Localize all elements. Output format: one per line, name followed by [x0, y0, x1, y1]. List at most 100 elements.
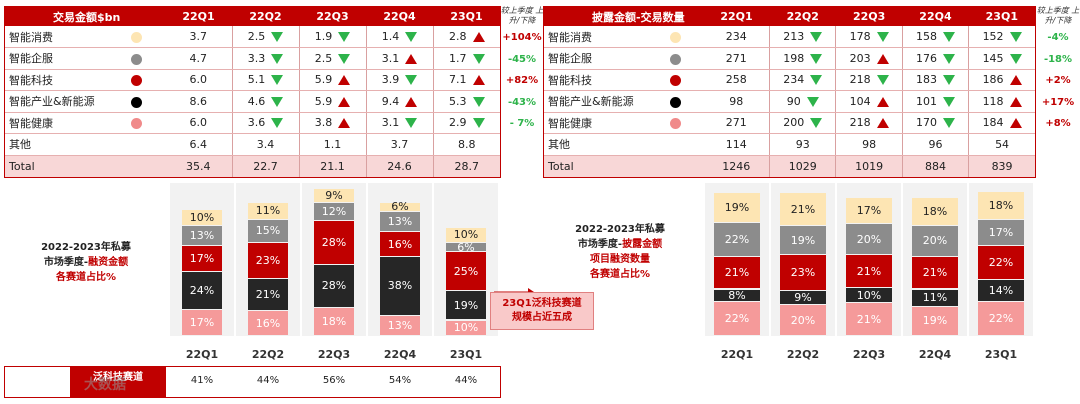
change-value: +8% [1045, 118, 1071, 129]
table-cell: 170 [901, 112, 969, 134]
arrow-down-icon [271, 118, 284, 129]
cell-value: 114 [725, 137, 747, 151]
column-header-22q2: 22Q2 [232, 7, 299, 26]
column-header-22q3: 22Q3 [835, 7, 903, 26]
table-row: 智能消费 3.7 2.5 1.9 1.4 2.8 [5, 26, 500, 48]
table-cell: 3.4 [231, 133, 299, 156]
change-value: +17% [1041, 96, 1075, 108]
data-label: 20% [790, 313, 816, 327]
table-cell: 1.7 [432, 47, 500, 70]
bar-segment: 23% [780, 255, 826, 291]
table-cell: 118 [968, 90, 1035, 113]
column-header-22q4: 22Q4 [366, 7, 433, 26]
arrow-up-icon [472, 32, 485, 42]
left-table: 交易金额$bn 22Q1 22Q2 22Q3 22Q4 23Q1 智能消费 3.7 2.5 1.… [5, 7, 500, 177]
data-label: 15% [255, 224, 281, 238]
arrow-down-icon [338, 53, 351, 64]
cell-value: 3.1 [381, 116, 400, 130]
arrow-down-icon [810, 118, 823, 129]
row-label: 智能科技 [548, 73, 592, 87]
table-cell: 101 [901, 90, 969, 113]
cell-value: 118 [982, 94, 1004, 108]
cell-value: 4.7 [189, 51, 208, 65]
change-value: +82% [505, 75, 539, 86]
right-table: 披露金额-交易数量 22Q1 22Q2 22Q3 22Q4 23Q1 智能消费 234 213… [544, 7, 1035, 177]
row-label: 其他 [9, 138, 31, 152]
table-cell: 203 [835, 47, 903, 70]
arrow-down-icon [876, 32, 889, 42]
table-cell: 3.6 [231, 112, 299, 134]
bar-segment: 23% [248, 243, 288, 278]
pan-row-value: 44% [256, 375, 280, 386]
data-label: 28% [321, 279, 347, 293]
change-value: +104% [502, 32, 542, 43]
table-cell: 104 [835, 90, 903, 113]
table-cell: 4.6 [231, 90, 299, 113]
table-cell: 1019 [835, 155, 903, 177]
table-cell: 1246 [703, 155, 770, 177]
left-change-header: 较上季度 上升/下降 [500, 6, 544, 25]
cell-value: 884 [924, 159, 946, 173]
bar-segment: 19% [780, 225, 826, 255]
data-label: 24% [189, 284, 215, 298]
cell-value: 3.4 [256, 137, 275, 151]
table-cell: 7.1 [432, 69, 500, 91]
right-table-header: 披露金额-交易数量 22Q1 22Q2 22Q3 22Q4 23Q1 [544, 7, 1035, 26]
arrow-down-icon [810, 32, 823, 42]
bar-segment: 16% [380, 232, 420, 256]
cell-value: 1019 [855, 159, 884, 173]
arrow-down-icon [271, 32, 284, 42]
x-axis-label: 22Q1 [185, 348, 219, 361]
cell-value: 3.7 [189, 30, 208, 43]
table-row: 智能健康 271 200 218 170 184 [544, 112, 1035, 134]
x-axis-label: 22Q1 [720, 348, 754, 361]
x-axis-label: 22Q2 [251, 348, 285, 361]
table-cell: 152 [968, 26, 1035, 48]
cell-value: 54 [995, 137, 1010, 151]
bar-segment: 17% [846, 198, 892, 224]
bar-segment: 10% [446, 320, 486, 335]
cell-value: 2.5 [247, 30, 266, 43]
cell-value: 2.9 [449, 116, 467, 130]
data-label: 22% [988, 311, 1014, 325]
table-cell: 8.6 [165, 90, 232, 113]
bar-segment: 21% [846, 303, 892, 335]
arrow-down-icon [405, 118, 418, 129]
bar-segment: 11% [912, 289, 958, 306]
data-label: 11% [255, 204, 281, 218]
table-cell: 54 [968, 133, 1035, 156]
table-cell: 28.7 [432, 155, 500, 177]
data-label: 9% [325, 188, 343, 202]
data-label: 6% [391, 200, 409, 214]
data-label: 9% [794, 291, 812, 305]
data-label: 6% [457, 240, 475, 254]
cell-value: 145 [982, 51, 1004, 65]
data-label: 28% [321, 235, 347, 249]
table-row: 智能企服 4.7 3.3 2.5 3.1 1.7 [5, 47, 500, 70]
table-cell: 6.0 [165, 112, 232, 134]
cell-value: 184 [982, 116, 1004, 130]
right-chart-title-line2: 市场季度-披露金额 [577, 239, 663, 250]
bar-segment: 22% [978, 246, 1024, 280]
table-cell: 2.5 [298, 47, 366, 70]
arrow-up-icon [405, 96, 418, 107]
cell-value: 152 [982, 30, 1004, 43]
data-label: 21% [856, 264, 882, 278]
arrow-down-icon [1009, 53, 1022, 64]
left-chart-title: 2022-2023年私募 市场季度-融资金额 各赛道占比% [6, 240, 166, 285]
cell-value: 5.9 [314, 73, 333, 87]
row-label: 其他 [548, 138, 570, 152]
table-cell: 4.7 [165, 47, 232, 70]
cell-value: 5.1 [247, 73, 266, 87]
arrow-down-icon [405, 75, 418, 86]
arrow-down-icon [271, 53, 284, 64]
arrow-down-icon [810, 75, 823, 86]
table-cell: 9.4 [365, 90, 433, 113]
arrow-up-icon [338, 96, 351, 107]
arrow-up-icon [1009, 118, 1022, 129]
x-axis-label: 22Q4 [383, 348, 417, 361]
watermark: 大数据 [84, 377, 126, 393]
cell-value: 1029 [788, 159, 817, 173]
arrow-down-icon [472, 53, 485, 64]
arrow-down-icon [942, 32, 955, 42]
